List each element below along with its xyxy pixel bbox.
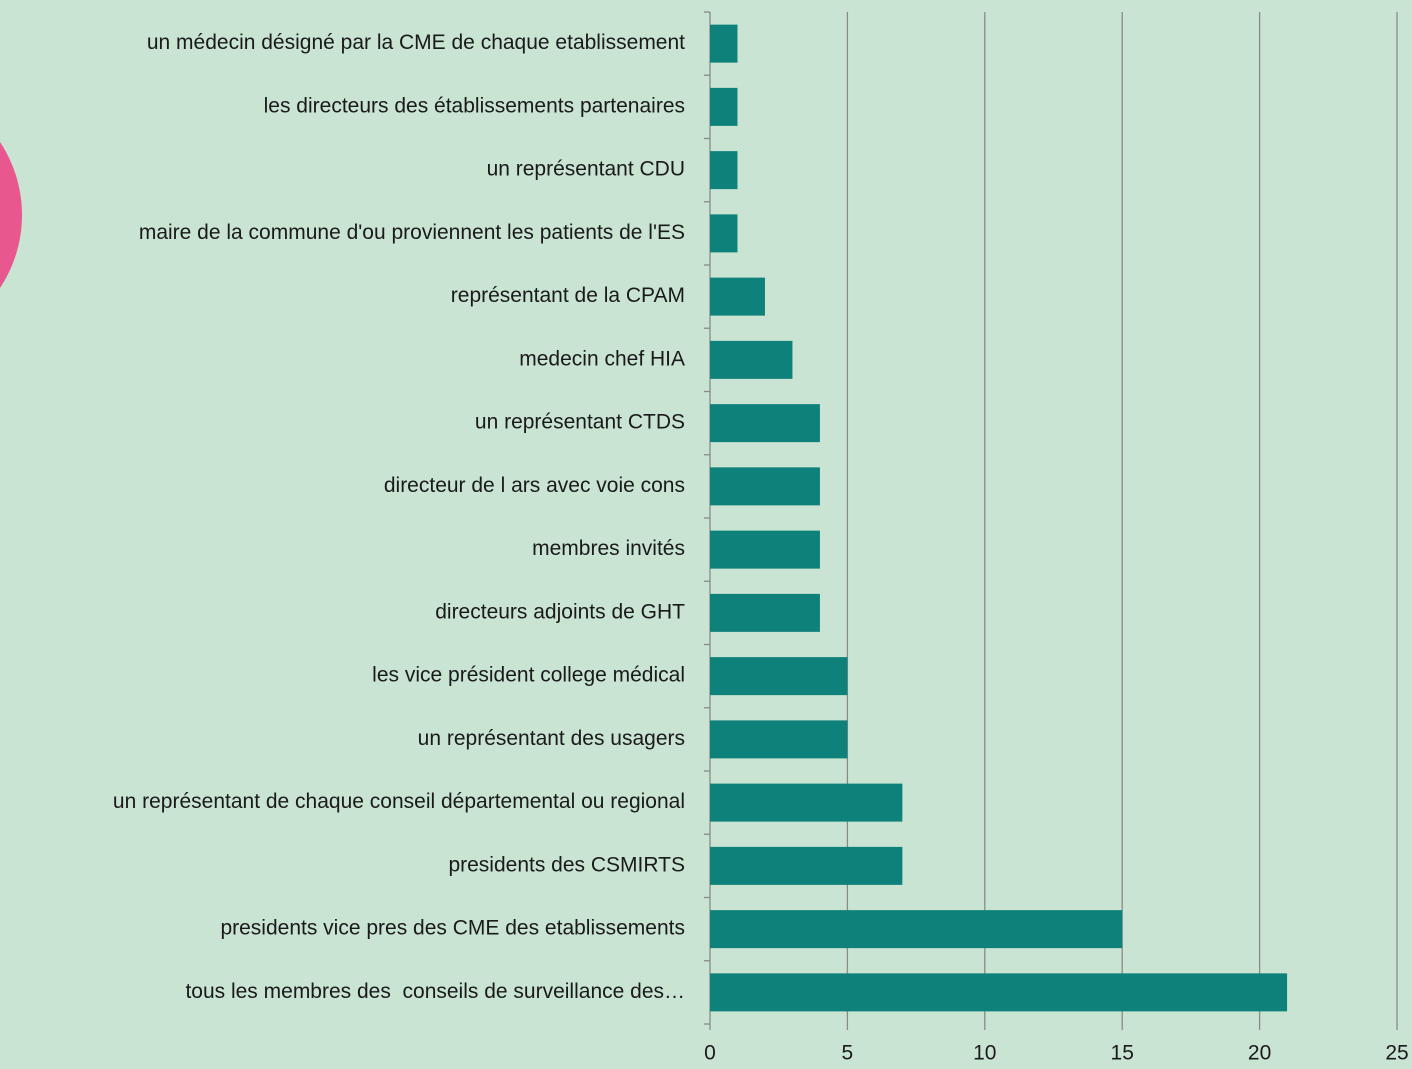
y-tick-label: un représentant CDU (487, 158, 685, 181)
bar (710, 467, 820, 506)
y-tick-label: maire de la commune d'ou proviennent les… (139, 221, 685, 244)
y-tick-label: directeurs adjoints de GHT (435, 600, 685, 623)
bar (710, 910, 1123, 949)
x-tick-label: 20 (1248, 1042, 1271, 1065)
y-tick-label: medecin chef HIA (519, 347, 685, 370)
bar (710, 24, 738, 63)
bar (710, 277, 765, 316)
x-tick-label: 0 (704, 1042, 716, 1065)
bar (710, 783, 903, 822)
x-tick-label: 25 (1385, 1042, 1408, 1065)
bar (710, 846, 903, 885)
bar (710, 657, 848, 696)
bar (710, 720, 848, 759)
y-tick-label: un représentant de chaque conseil départ… (113, 790, 685, 813)
y-tick-label: presidents des CSMIRTS (448, 853, 685, 876)
bar (710, 340, 793, 379)
x-tick-label: 5 (842, 1042, 854, 1065)
bar (710, 87, 738, 126)
y-tick-label: les directeurs des établissements parten… (264, 94, 685, 117)
x-tick-label: 15 (1111, 1042, 1134, 1065)
decoration-circle (0, 142, 22, 288)
bar (710, 530, 820, 569)
y-tick-label: un représentant des usagers (418, 727, 685, 750)
x-tick-label: 10 (973, 1042, 996, 1065)
bar (710, 151, 738, 190)
y-tick-label: les vice président college médical (372, 664, 685, 687)
bar (710, 214, 738, 253)
y-tick-label: tous les membres des conseils de surveil… (185, 980, 685, 1003)
y-tick-label: un représentant CTDS (475, 411, 685, 434)
y-tick-label: membres invités (532, 537, 685, 560)
y-tick-label: directeur de l ars avec voie cons (384, 474, 685, 497)
bar (710, 973, 1288, 1012)
bar (710, 593, 820, 632)
y-tick-label: représentant de la CPAM (451, 284, 685, 307)
y-tick-label: un médecin désigné par la CME de chaque … (147, 31, 685, 54)
y-tick-label: presidents vice pres des CME des etablis… (220, 917, 685, 940)
bar (710, 404, 820, 443)
